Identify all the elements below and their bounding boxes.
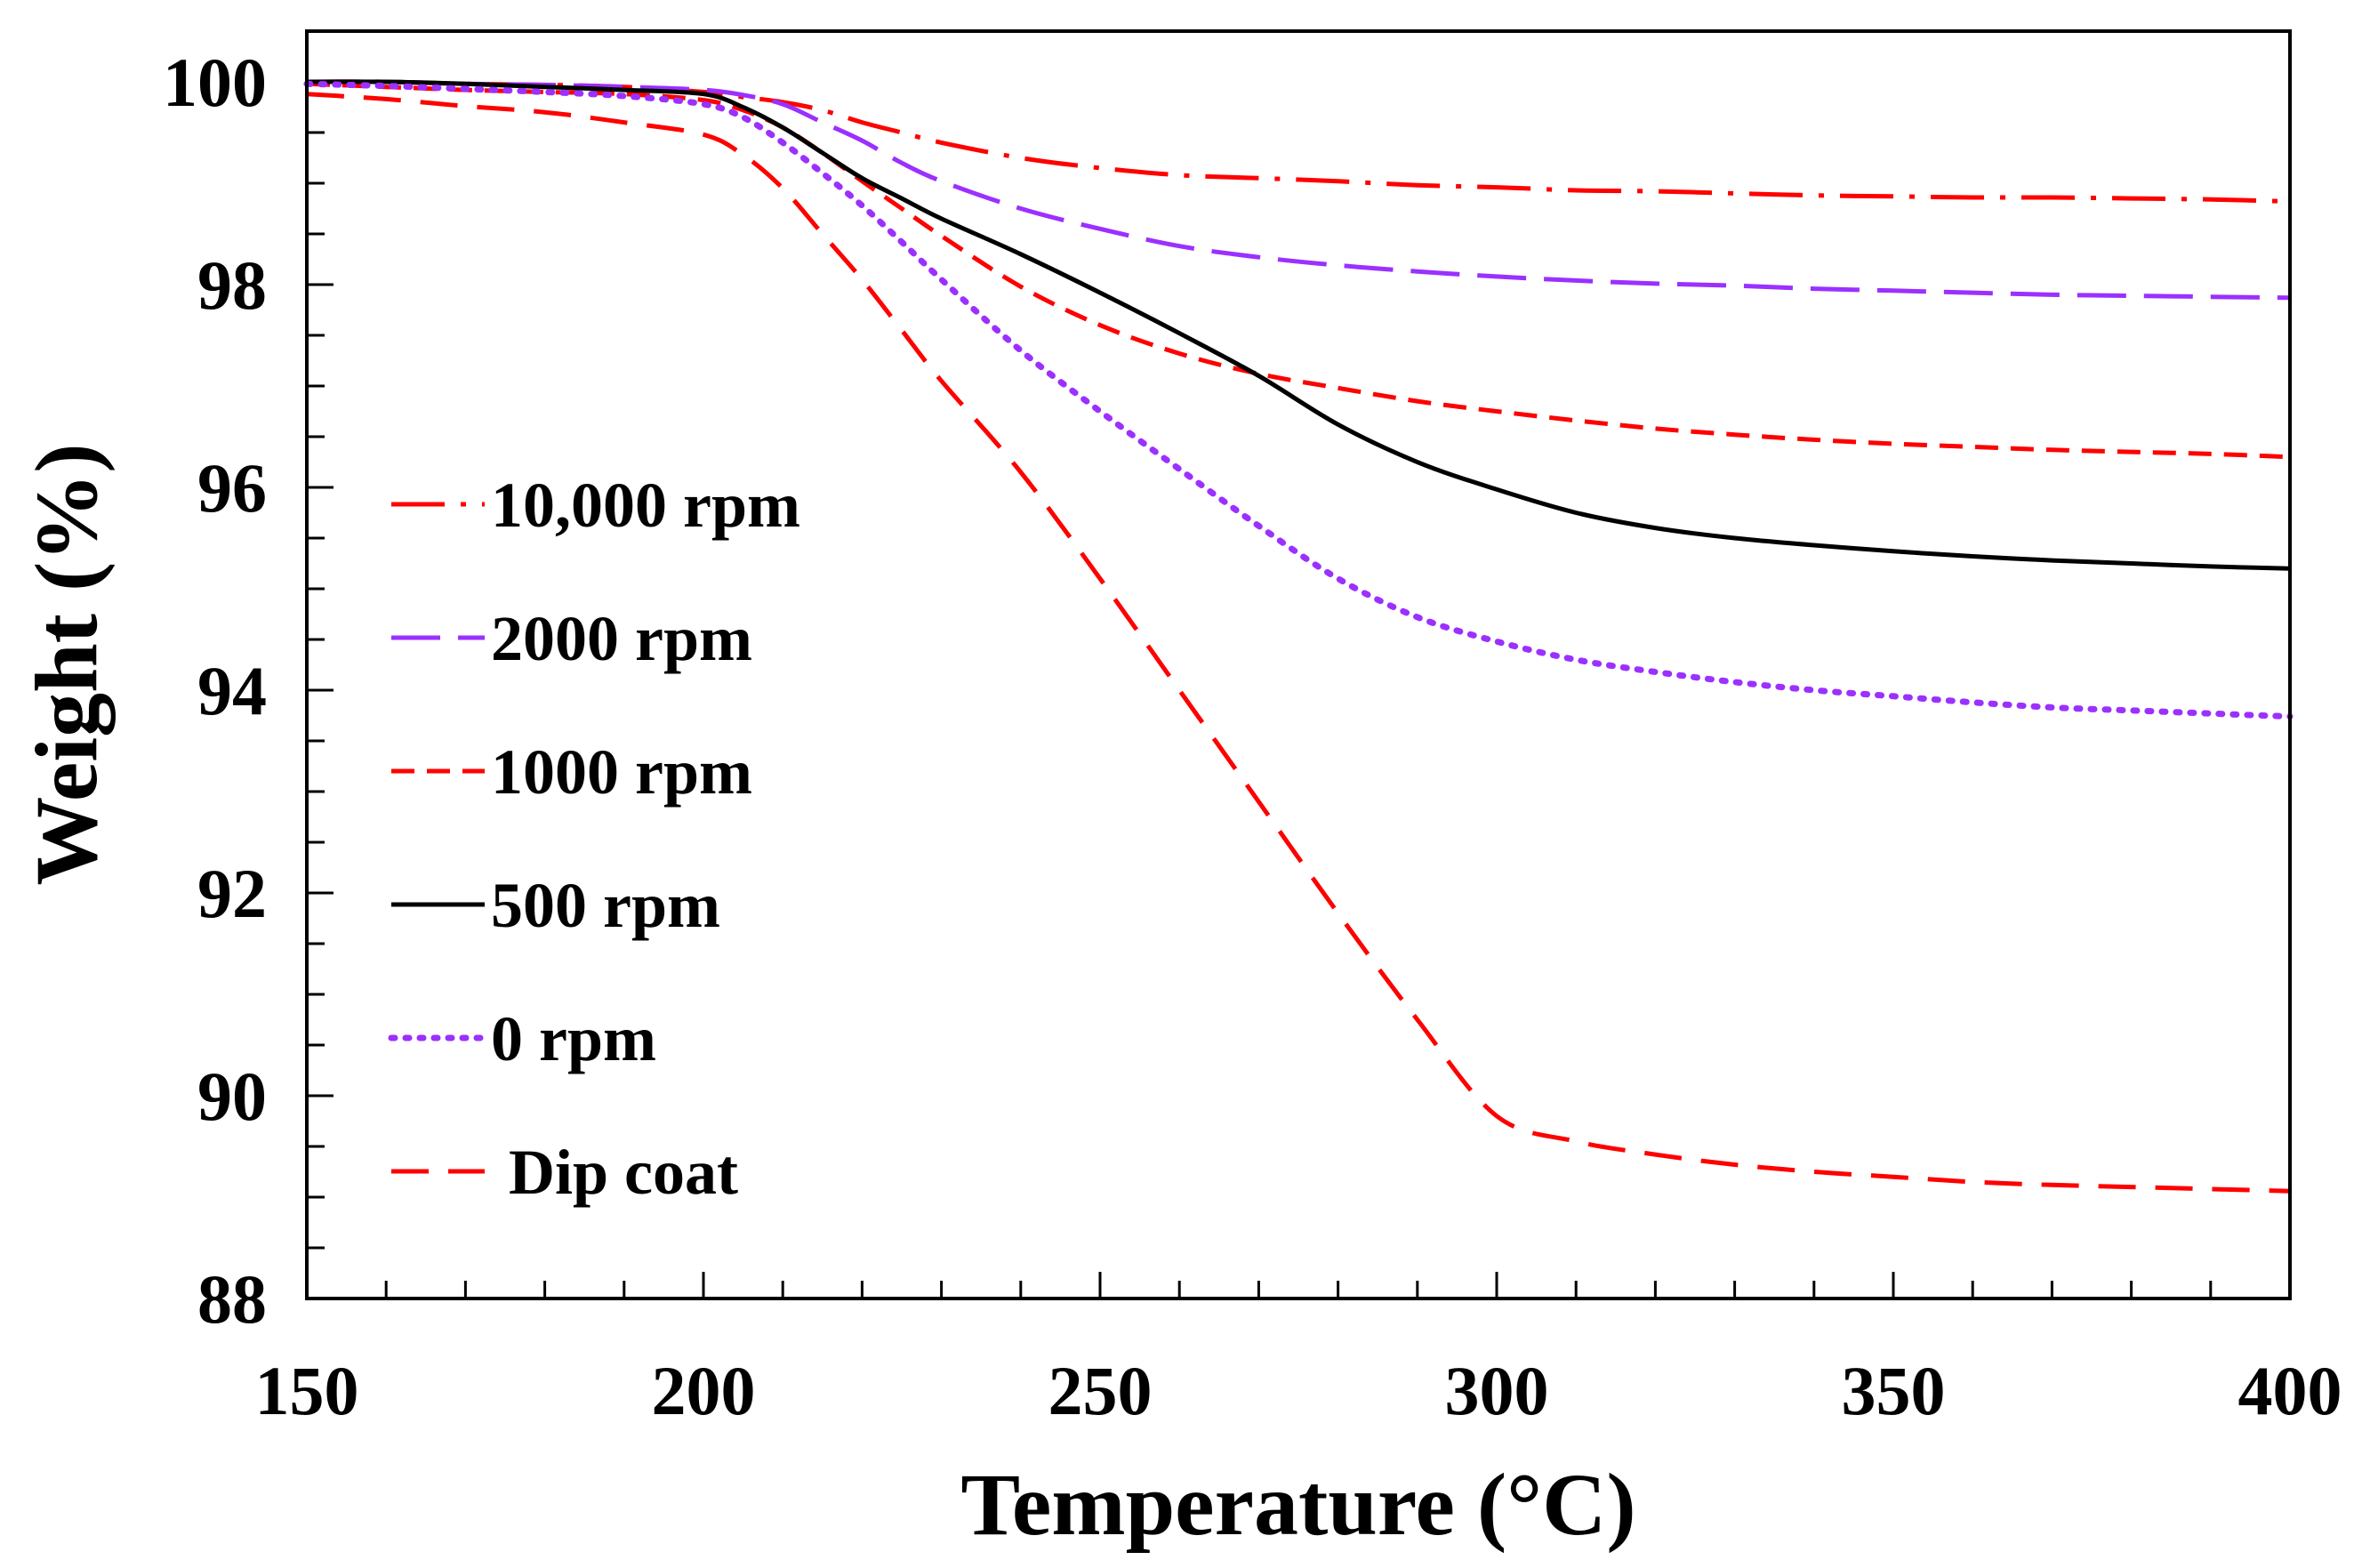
legend-label: 1000 rpm: [491, 736, 752, 808]
y-tick-label: 94: [197, 652, 267, 729]
plot-frame: [305, 29, 2292, 1300]
tick-labels: 150 200 250 300 350 400 88 90 92 94 96 98 100: [163, 44, 2342, 1429]
y-tick-label: 92: [197, 855, 267, 932]
x-axis-title: Temperature (°C): [960, 1455, 1635, 1554]
y-tick-label: 88: [197, 1260, 267, 1338]
series-line-1000-rpm: [306, 81, 2291, 460]
x-tick-label: 350: [1842, 1352, 1946, 1429]
series-line-dip-coat: [306, 92, 2291, 1194]
series-line-0-rpm: [303, 80, 2294, 720]
x-tick-label: 400: [2238, 1352, 2342, 1429]
x-tick-label: 200: [652, 1352, 756, 1429]
y-axis-title: Weight (%): [17, 443, 116, 885]
y-tick-label: 90: [197, 1057, 267, 1135]
y-tick-label: 96: [197, 449, 267, 527]
legend-label: 0 rpm: [491, 1003, 656, 1074]
x-tick-label: 150: [255, 1352, 359, 1429]
x-tick-label: 250: [1048, 1352, 1153, 1429]
legend-label: 10,000 rpm: [491, 470, 800, 541]
series-line-2000-rpm: [306, 79, 2291, 301]
series-line-500-rpm: [306, 79, 2291, 571]
legend-label: 2000 rpm: [491, 603, 752, 674]
x-tick-label: 300: [1445, 1352, 1549, 1429]
y-tick-label: 98: [197, 246, 267, 324]
series-layer: [303, 79, 2294, 1194]
legend: 10,000 rpm 2000 rpm 1000 rpm 500 rpm 0 rpm Di…: [388, 470, 800, 1208]
series-line-10-000-rpm: [306, 79, 2291, 204]
legend-label: 500 rpm: [491, 870, 720, 941]
legend-label: Dip coat: [509, 1137, 738, 1208]
y-tick-label: 100: [163, 44, 267, 121]
